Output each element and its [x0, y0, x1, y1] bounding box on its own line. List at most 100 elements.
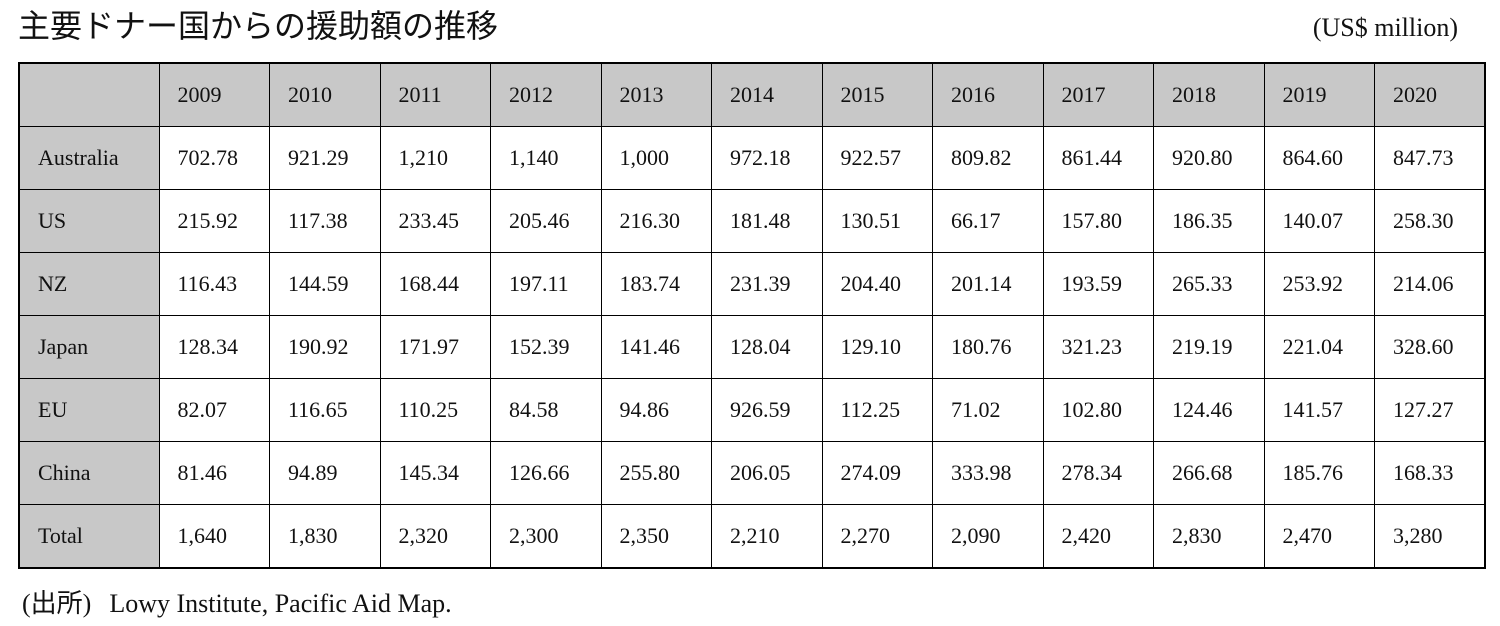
value-cell: 94.89	[269, 441, 381, 505]
value-cell: 116.43	[158, 252, 270, 316]
header-cell: 2012	[490, 62, 602, 127]
value-cell: 321.23	[1042, 315, 1154, 379]
value-cell: 130.51	[821, 189, 933, 253]
value-cell: 201.14	[932, 252, 1044, 316]
value-cell: 2,320	[379, 504, 491, 569]
header-cell: 2020	[1374, 62, 1486, 127]
value-cell: 920.80	[1153, 126, 1265, 190]
unit: (US$ million)	[1312, 13, 1458, 42]
table-row: Japan 128.34 190.92 171.97 152.39 141.46 128.0…	[18, 315, 1486, 379]
row-label: EU	[18, 378, 160, 442]
source-label: (出所)	[22, 589, 92, 618]
value-cell: 81.46	[158, 441, 270, 505]
value-cell: 144.59	[269, 252, 381, 316]
value-cell: 214.06	[1374, 252, 1486, 316]
source-text: Lowy Institute, Pacific Aid Map.	[109, 589, 452, 618]
value-cell: 66.17	[932, 189, 1044, 253]
value-cell: 258.30	[1374, 189, 1486, 253]
value-cell: 702.78	[158, 126, 270, 190]
value-cell: 82.07	[158, 378, 270, 442]
value-cell: 193.59	[1042, 252, 1154, 316]
value-cell: 253.92	[1263, 252, 1375, 316]
value-cell: 864.60	[1263, 126, 1375, 190]
value-cell: 2,300	[490, 504, 602, 569]
value-cell: 116.65	[269, 378, 381, 442]
value-cell: 926.59	[711, 378, 823, 442]
header-cell: 2018	[1153, 62, 1265, 127]
value-cell: 186.35	[1153, 189, 1265, 253]
table-row: NZ 116.43 144.59 168.44 197.11 183.74 231.39 20…	[18, 252, 1486, 316]
value-cell: 274.09	[821, 441, 933, 505]
value-cell: 117.38	[269, 189, 381, 253]
source: (出所) Lowy Institute, Pacific Aid Map.	[22, 586, 452, 622]
value-cell: 94.86	[600, 378, 712, 442]
value-cell: 140.07	[1263, 189, 1375, 253]
table-row: Total 1,640 1,830 2,320 2,300 2,350 2,210 2,270…	[18, 504, 1486, 569]
value-cell: 847.73	[1374, 126, 1486, 190]
value-cell: 71.02	[932, 378, 1044, 442]
table-row: US 215.92 117.38 233.45 205.46 216.30 181.48 13…	[18, 189, 1486, 253]
value-cell: 124.46	[1153, 378, 1265, 442]
value-cell: 168.44	[379, 252, 491, 316]
value-cell: 2,350	[600, 504, 712, 569]
value-cell: 128.34	[158, 315, 270, 379]
value-cell: 216.30	[600, 189, 712, 253]
value-cell: 2,090	[932, 504, 1044, 569]
value-cell: 145.34	[379, 441, 491, 505]
data-table: 2009 2010 2011 2012 2013 2014 2015 2016 2017 2018…	[18, 62, 1486, 569]
table-row: EU 82.07 116.65 110.25 84.58 94.86 926.59 112.2…	[18, 378, 1486, 442]
value-cell: 102.80	[1042, 378, 1154, 442]
table-row: China 81.46 94.89 145.34 126.66 255.80 206.05 2…	[18, 441, 1486, 505]
value-cell: 809.82	[932, 126, 1044, 190]
value-cell: 112.25	[821, 378, 933, 442]
value-cell: 333.98	[932, 441, 1044, 505]
value-cell: 157.80	[1042, 189, 1154, 253]
value-cell: 181.48	[711, 189, 823, 253]
header-cell: 2009	[158, 62, 270, 127]
value-cell: 215.92	[158, 189, 270, 253]
header-row: 2009 2010 2011 2012 2013 2014 2015 2016 2017 2018…	[18, 62, 1486, 127]
value-cell: 2,470	[1263, 504, 1375, 569]
row-label: NZ	[18, 252, 160, 316]
header-cell: 2014	[711, 62, 823, 127]
value-cell: 921.29	[269, 126, 381, 190]
value-cell: 204.40	[821, 252, 933, 316]
value-cell: 129.10	[821, 315, 933, 379]
value-cell: 922.57	[821, 126, 933, 190]
value-cell: 278.34	[1042, 441, 1154, 505]
row-label: US	[18, 189, 160, 253]
value-cell: 2,270	[821, 504, 933, 569]
value-cell: 972.18	[711, 126, 823, 190]
value-cell: 197.11	[490, 252, 602, 316]
value-cell: 84.58	[490, 378, 602, 442]
header-cell: 2010	[269, 62, 381, 127]
header-cell: 2015	[821, 62, 933, 127]
value-cell: 231.39	[711, 252, 823, 316]
corner-cell	[18, 62, 160, 127]
value-cell: 2,210	[711, 504, 823, 569]
value-cell: 180.76	[932, 315, 1044, 379]
value-cell: 110.25	[379, 378, 491, 442]
value-cell: 141.46	[600, 315, 712, 379]
value-cell: 233.45	[379, 189, 491, 253]
value-cell: 328.60	[1374, 315, 1486, 379]
value-cell: 255.80	[600, 441, 712, 505]
row-label: China	[18, 441, 160, 505]
value-cell: 1,640	[158, 504, 270, 569]
title: 主要ドナー国からの援助額の推移	[18, 8, 499, 44]
value-cell: 171.97	[379, 315, 491, 379]
value-cell: 128.04	[711, 315, 823, 379]
row-label: Total	[18, 504, 160, 569]
value-cell: 1,210	[379, 126, 491, 190]
header-cell: 2017	[1042, 62, 1154, 127]
value-cell: 1,000	[600, 126, 712, 190]
value-cell: 265.33	[1153, 252, 1265, 316]
row-label: Australia	[18, 126, 160, 190]
value-cell: 266.68	[1153, 441, 1265, 505]
value-cell: 183.74	[600, 252, 712, 316]
value-cell: 1,140	[490, 126, 602, 190]
value-cell: 2,420	[1042, 504, 1154, 569]
value-cell: 861.44	[1042, 126, 1154, 190]
value-cell: 127.27	[1374, 378, 1486, 442]
